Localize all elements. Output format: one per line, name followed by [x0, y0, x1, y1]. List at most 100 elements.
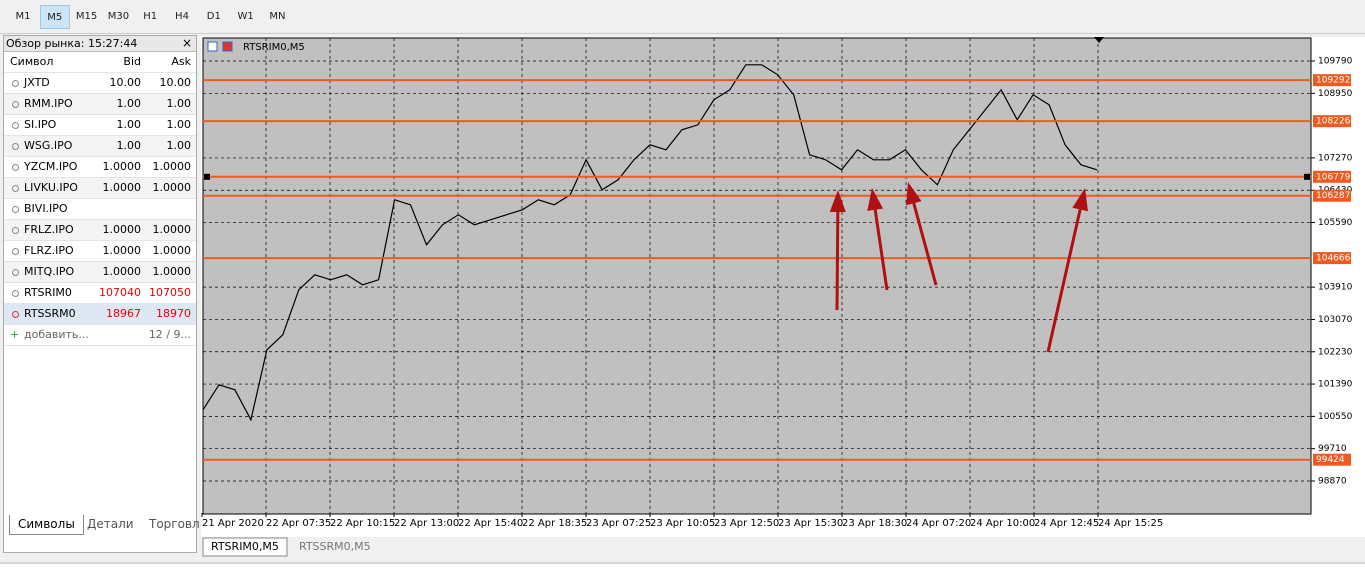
level-label-bg — [1313, 189, 1351, 202]
table-header: Символ Bid Ask — [4, 52, 196, 73]
y-tick-label: 102230 — [1318, 347, 1353, 357]
symbol-row[interactable]: JXTD 10.00 10.00 — [4, 73, 196, 94]
status-icon — [12, 290, 19, 297]
timeframe-button[interactable]: D1 — [206, 11, 221, 22]
timeframe-button[interactable]: M1 — [15, 11, 31, 22]
level-label: 106779 — [1316, 172, 1351, 182]
ask: 1.00 — [166, 118, 192, 131]
market-watch: Обзор рынка: 15:27:44 × Символ Bid Ask JXT… — [3, 35, 200, 553]
close-button[interactable]: × — [181, 36, 192, 50]
symbol: RTSRIM0 — [24, 286, 72, 299]
level-label-bg — [1313, 453, 1351, 466]
bid: 1.0000 — [102, 244, 142, 257]
x-tick-label: 24 Apr 10:00 — [970, 518, 1035, 529]
timeframe-button[interactable]: MN — [269, 11, 286, 22]
timeframe-button[interactable]: M5 — [39, 5, 70, 29]
level-label-bg — [1313, 252, 1351, 265]
x-tick-label: 24 Apr 07:20 — [906, 518, 971, 529]
chart-tab[interactable]: RTSRIM0,M5 — [211, 540, 279, 553]
status-icon — [12, 143, 19, 150]
chart-tab-bg — [202, 537, 288, 557]
x-tick-label: 21 Apr 2020 — [202, 518, 264, 529]
symbol: RTSSRM0 — [24, 307, 76, 320]
y-tick-label: 108950 — [1318, 89, 1353, 99]
panel-tab[interactable]: Символы — [9, 515, 84, 535]
annotation-arrow — [873, 209, 889, 291]
ask: 1.0000 — [152, 181, 192, 194]
symbol-row[interactable]: RTSSRM0 18967 18970 — [4, 304, 196, 325]
y-tick-label: 107270 — [1318, 153, 1353, 163]
bid: 107040 — [99, 286, 141, 299]
status-icon — [12, 248, 19, 255]
ask: 1.00 — [166, 139, 192, 152]
x-tick-label: 22 Apr 13:00 — [394, 518, 459, 529]
symbol: BIVI.IPO — [24, 202, 68, 215]
panel-tab[interactable]: Детали — [87, 517, 134, 531]
symbol-row[interactable]: MITQ.IPO 1.0000 1.0000 — [4, 262, 196, 283]
x-tick-label: 23 Apr 18:30 — [842, 518, 907, 529]
status-icon — [12, 122, 19, 129]
level-label-bg — [1313, 170, 1351, 183]
symbol: SI.IPO — [24, 118, 57, 131]
symbol-row[interactable]: SI.IPO 1.00 1.00 — [4, 115, 196, 136]
bid: 1.0000 — [102, 265, 142, 278]
status-icon — [12, 101, 19, 108]
y-tick-label: 103910 — [1318, 283, 1353, 293]
level-label-bg — [1313, 74, 1351, 87]
chart-bg — [201, 37, 1365, 537]
symbol: MITQ.IPO — [24, 265, 75, 278]
symbol-row[interactable]: RMM.IPO 1.00 1.00 — [4, 94, 196, 115]
symbol-row[interactable]: BIVI.IPO — [4, 199, 196, 220]
arrow-head — [829, 190, 846, 213]
symbol-row[interactable]: RTSRIM0 107040 107050 — [4, 283, 196, 304]
ask: 1.0000 — [152, 223, 192, 236]
level-label: 108226 — [1316, 117, 1351, 127]
ask: 1.00 — [166, 97, 192, 110]
bid: 1.0000 — [102, 223, 142, 236]
bid: 10.00 — [109, 76, 142, 89]
y-tick-label: 99710 — [1318, 444, 1347, 454]
arrow-head — [1072, 188, 1088, 212]
chart-title: RTSRIM0,M5 — [243, 42, 305, 53]
timeframe-button[interactable]: H4 — [175, 11, 189, 22]
symbol-row[interactable]: YZCM.IPO 1.0000 1.0000 — [4, 157, 196, 178]
x-tick-label: 23 Apr 12:50 — [714, 518, 779, 529]
ask: 10.00 — [159, 76, 192, 89]
plot-area — [202, 37, 1312, 515]
y-tick-label: 105590 — [1318, 218, 1353, 228]
annotation-arrow — [835, 211, 840, 311]
status-icon — [12, 80, 19, 87]
bid: 1.0000 — [102, 181, 142, 194]
symbol-row[interactable]: FRLZ.IPO 1.0000 1.0000 — [4, 220, 196, 241]
symbol: FRLZ.IPO — [24, 223, 74, 236]
y-tick-label: 106430 — [1318, 186, 1353, 196]
selection-handle — [204, 173, 210, 180]
timeframe-button[interactable]: W1 — [237, 11, 254, 22]
y-tick-label: 109790 — [1318, 57, 1353, 67]
add-row[interactable]: + добавить... 12 / 9... — [4, 325, 196, 346]
chart-tab[interactable]: RTSSRM0,M5 — [299, 540, 371, 553]
symbol-row[interactable]: LIVKU.IPO 1.0000 1.0000 — [4, 178, 196, 199]
timeframe-button[interactable]: H1 — [143, 11, 158, 22]
timeframe-button[interactable]: M15 — [75, 11, 98, 22]
x-tick-label: 24 Apr 12:45 — [1034, 518, 1099, 529]
symbol: YZCM.IPO — [24, 160, 78, 173]
add-label[interactable]: добавить... — [24, 328, 89, 341]
annotation-arrow — [912, 202, 938, 286]
timeframe-button[interactable]: M30 — [107, 11, 130, 22]
level-label: 106287 — [1316, 191, 1350, 201]
level-label: 99424 — [1316, 455, 1345, 465]
symbol: LIVKU.IPO — [24, 181, 78, 194]
symbol-row[interactable]: FLRZ.IPO 1.0000 1.0000 — [4, 241, 196, 262]
selection-handle — [1304, 173, 1310, 180]
panel-tab[interactable]: Торговл — [149, 517, 200, 531]
bid: 1.00 — [116, 139, 142, 152]
ask: 1.0000 — [152, 265, 192, 278]
y-tick-label: 100550 — [1318, 412, 1353, 422]
market-watch-tabs: Символы Детали Торговл — [7, 515, 201, 535]
status-icon — [12, 206, 19, 213]
column-header: Bid — [123, 55, 141, 68]
symbol-row[interactable]: WSG.IPO 1.00 1.00 — [4, 136, 196, 157]
level-label-bg — [1313, 115, 1351, 128]
